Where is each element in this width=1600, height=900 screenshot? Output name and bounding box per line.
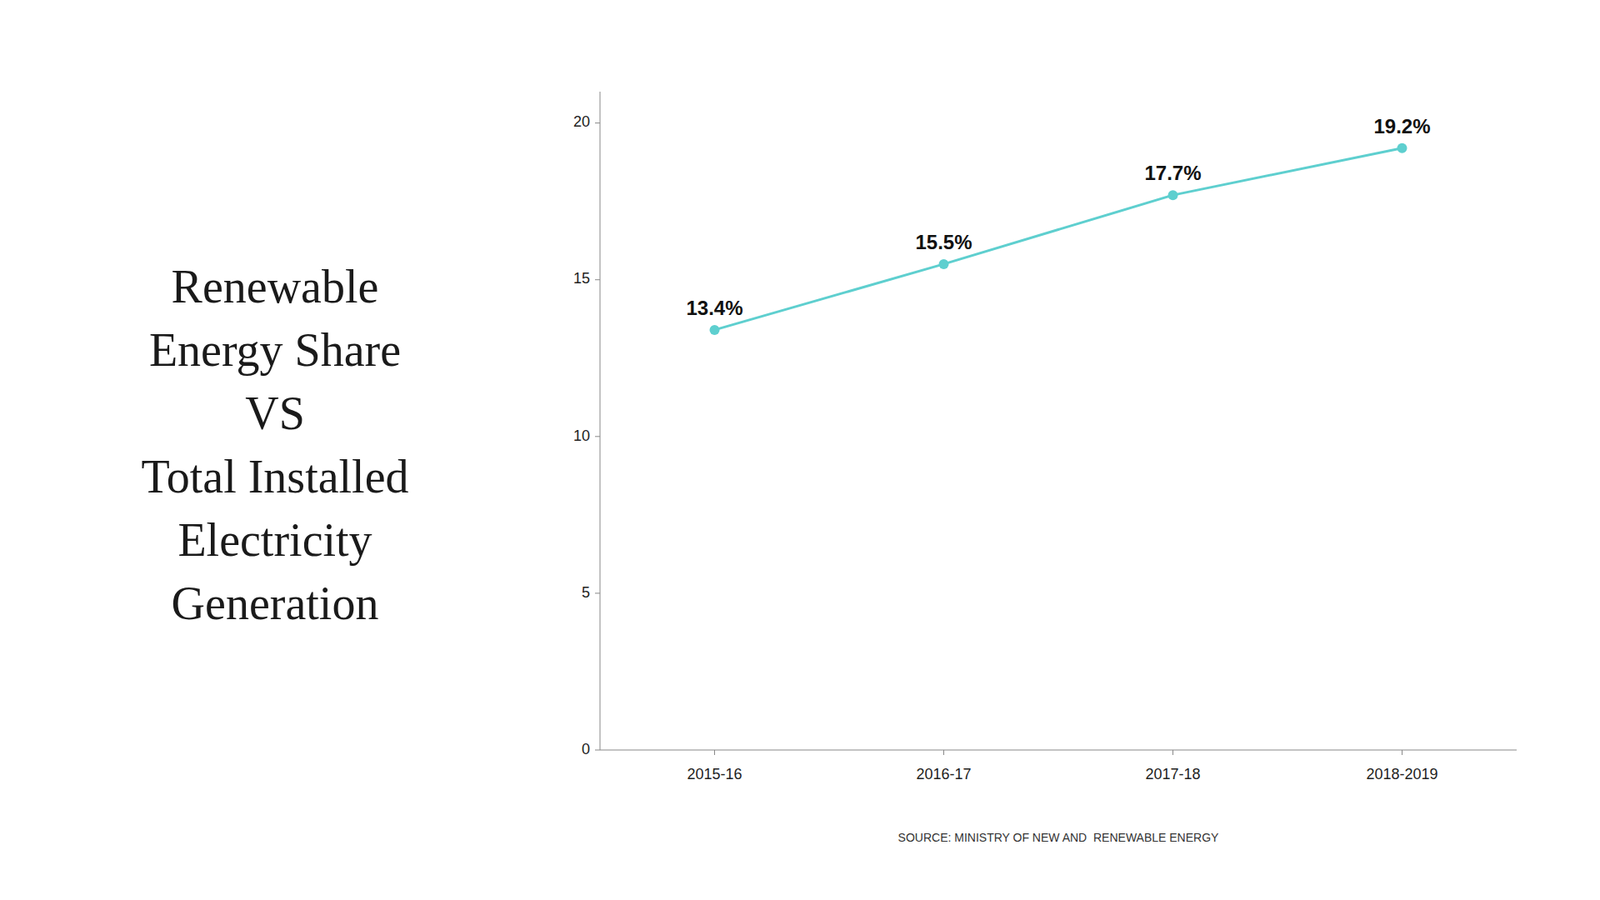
x-axis-line bbox=[600, 750, 1517, 751]
x-tick-label: 2017-18 bbox=[1145, 765, 1200, 783]
x-tick bbox=[1401, 750, 1403, 755]
x-tick bbox=[943, 750, 945, 755]
data-labels: 13.4% 15.5% 17.7% 19.2% bbox=[685, 115, 1430, 320]
title-line: Energy Share bbox=[149, 324, 401, 376]
data-label: 15.5% bbox=[915, 230, 972, 254]
y-tick bbox=[595, 122, 600, 124]
line bbox=[715, 148, 1403, 330]
title: Renewable Energy Share VS Total Installed El… bbox=[140, 260, 409, 630]
y-tick-label: 15 bbox=[573, 270, 590, 287]
data-label: 13.4% bbox=[685, 296, 743, 320]
title-line: Electricity bbox=[177, 514, 372, 566]
y-tick bbox=[595, 435, 600, 437]
point bbox=[1397, 143, 1408, 154]
x-tick bbox=[1172, 750, 1174, 755]
y-tick bbox=[595, 750, 600, 751]
data-label: 17.7% bbox=[1144, 161, 1201, 185]
axes: 0 5 10 15 20 2015-16 2016-17 2017-18 2018-2019 bbox=[573, 91, 1517, 783]
point bbox=[710, 325, 720, 335]
y-tick bbox=[595, 592, 600, 594]
y-axis-line bbox=[600, 91, 601, 750]
chart-svg: Renewable Energy Share VS Total Installed El… bbox=[0, 0, 1600, 900]
data-label: 19.2% bbox=[1373, 115, 1430, 138]
chart-container: Renewable Energy Share VS Total Installed El… bbox=[0, 0, 1600, 900]
y-tick bbox=[595, 279, 600, 280]
x-tick-label: 2018-2019 bbox=[1365, 765, 1438, 783]
title-line: Generation bbox=[171, 577, 380, 630]
title-line: Renewable bbox=[171, 260, 380, 313]
point bbox=[939, 259, 950, 270]
x-tick-label: 2015-16 bbox=[686, 765, 742, 783]
point bbox=[1168, 190, 1179, 200]
title-line: Total Installed bbox=[140, 450, 409, 503]
annotations: SOURCE: MINISTRY OF NEW AND RENEWABLE EN… bbox=[898, 830, 1220, 845]
y-tick-label: 5 bbox=[581, 584, 590, 601]
marks bbox=[710, 143, 1408, 335]
title-line: VS bbox=[245, 387, 305, 440]
x-tick-label: 2016-17 bbox=[915, 765, 971, 783]
y-tick-label: 10 bbox=[573, 427, 590, 445]
source-note: SOURCE: MINISTRY OF NEW AND RENEWABLE EN… bbox=[898, 830, 1220, 845]
x-tick bbox=[714, 750, 715, 755]
y-tick-label: 20 bbox=[573, 113, 590, 130]
y-tick-label: 0 bbox=[581, 740, 590, 758]
